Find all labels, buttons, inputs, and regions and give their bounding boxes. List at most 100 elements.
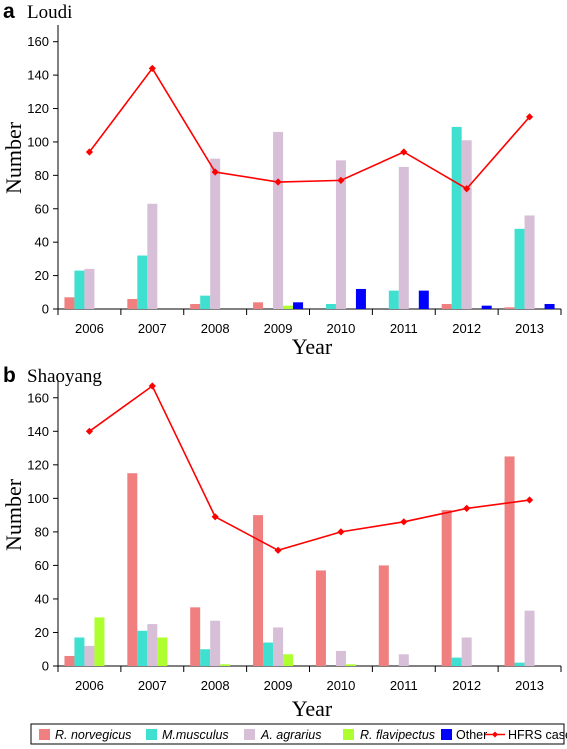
panel-b-hfrs-point-2010 bbox=[337, 528, 345, 536]
panel-b-bar-a-agrarius-2008 bbox=[210, 620, 221, 666]
panel-a-plot-area: 0 20 40 60 80 100 120 140 160 2006 2007 2008 2009 201… bbox=[27, 25, 562, 336]
panel-a-bar-a-agrarius-2011 bbox=[398, 167, 409, 309]
panel-b-hfrs-point-2013 bbox=[525, 496, 534, 504]
panel-a-bar-other-2013 bbox=[544, 303, 555, 309]
panel-b-bar-a-agrarius-2013 bbox=[524, 610, 535, 666]
panel-b-y-tick-label: 80 bbox=[35, 524, 49, 539]
panel-a-bar-r-norvegicus-2006 bbox=[64, 297, 75, 309]
panel-b-bar-r-flavipectus-2007 bbox=[157, 637, 168, 666]
panel-a-hfrs-point-2008 bbox=[211, 168, 219, 176]
legend: R. norvegicus M.musculus A. agrarius R. fla… bbox=[30, 723, 567, 745]
panel-b-y-tick-label: 40 bbox=[35, 591, 49, 606]
panel-a-bar-a-agrarius-2007 bbox=[147, 203, 158, 309]
panel-a-bar-m-musculus-2013 bbox=[514, 228, 525, 309]
panel-a-y-tick-label: 120 bbox=[27, 101, 49, 116]
panel-b-bar-r-norvegicus-2012 bbox=[441, 510, 452, 666]
panel-a-bar-m-musculus-2006 bbox=[74, 270, 85, 309]
panel-b-bar-r-norvegicus-2007 bbox=[127, 473, 138, 666]
legend-label-r-norvegicus: R. norvegicus bbox=[55, 728, 131, 742]
panel-b-bar-r-flavipectus-2008 bbox=[220, 664, 231, 666]
panel-a-y-axis-label: Number bbox=[1, 121, 26, 194]
panel-a-bar-a-agrarius-2008 bbox=[210, 158, 221, 309]
panel-a-bar-r-norvegicus-2012 bbox=[441, 303, 452, 309]
panel-b-bar-r-norvegicus-2013 bbox=[504, 456, 515, 666]
legend-label-other: Other bbox=[456, 728, 487, 742]
panel-b-bar-a-agrarius-2011 bbox=[398, 654, 409, 666]
panel-a-y-tick-label: 80 bbox=[35, 168, 49, 183]
panel-a-bar-m-musculus-2007 bbox=[137, 255, 148, 309]
panel-a-y-tick-label: 20 bbox=[35, 268, 49, 283]
panel-b-hfrs-point-2007 bbox=[148, 382, 156, 390]
legend-label-a-agrarius: A. agrarius bbox=[260, 728, 321, 742]
panel-b-bar-r-norvegicus-2008 bbox=[190, 607, 201, 666]
panel-a-hfrs-point-2006 bbox=[85, 148, 94, 156]
panel-b-bar-a-agrarius-2012 bbox=[461, 637, 472, 666]
panel-b-y-tick-label: 140 bbox=[27, 424, 49, 439]
panel-a-bar-other-2012 bbox=[481, 305, 492, 309]
panel-b-x-tick-label-2010: 2010 bbox=[326, 678, 355, 693]
panel-b-y-tick-label: 20 bbox=[35, 625, 49, 640]
panel-a-y-tick-label: 160 bbox=[27, 34, 49, 49]
panel-a-bar-m-musculus-2011 bbox=[388, 290, 399, 309]
panel-b-bar-a-agrarius-2009 bbox=[273, 627, 284, 666]
panel-b-hfrs-point-2012 bbox=[463, 504, 471, 513]
panel-a-bar-r-norvegicus-2009 bbox=[253, 302, 264, 309]
legend-swatch-a-agrarius bbox=[244, 729, 255, 740]
panel-b-bar-a-agrarius-2010 bbox=[335, 650, 346, 666]
panel-b-letter: b bbox=[3, 364, 16, 387]
panel-b-x-tick-label-2013: 2013 bbox=[515, 678, 544, 693]
panel-b-y-tick-label: 60 bbox=[35, 558, 49, 573]
legend-swatch-r-norvegicus bbox=[39, 729, 50, 740]
panel-b-y-tick-label: 120 bbox=[27, 457, 49, 472]
panel-a-x-tick-label-2011: 2011 bbox=[390, 321, 418, 336]
panel-b-bar-m-musculus-2008 bbox=[200, 649, 211, 666]
panel-b-hfrs-point-2006 bbox=[85, 427, 94, 435]
panel-a-x-tick-label-2009: 2009 bbox=[264, 321, 293, 336]
legend-label-m-musculus: M.musculus bbox=[162, 728, 229, 742]
panel-a-bar-r-norvegicus-2013 bbox=[504, 307, 515, 309]
panel-a-hfrs-point-2011 bbox=[400, 148, 408, 156]
panel-a-bar-a-agrarius-2012 bbox=[461, 140, 472, 309]
legend-swatch-m-musculus bbox=[146, 729, 157, 740]
panel-b-x-tick-label-2007: 2007 bbox=[138, 678, 167, 693]
panel-b-x-axis-label: Year bbox=[292, 696, 333, 721]
panel-a-letter: a bbox=[3, 0, 15, 23]
panel-a-bar-m-musculus-2010 bbox=[325, 303, 336, 309]
panel-b-plot-area: 0 20 40 60 80 100 120 140 160 2006 2007 2008 2009 201… bbox=[27, 381, 562, 693]
panel-b-bar-r-flavipectus-2009 bbox=[283, 654, 294, 666]
panel-a-bar-a-agrarius-2010 bbox=[335, 160, 346, 309]
panel-b-y-axis-label: Number bbox=[1, 478, 26, 551]
panel-b-bar-m-musculus-2006 bbox=[74, 637, 85, 666]
legend-label-hfrs-cases: HFRS cases bbox=[508, 728, 567, 742]
panel-a-hfrs-line bbox=[88, 67, 531, 190]
panel-a-bar-m-musculus-2012 bbox=[451, 126, 462, 309]
panel-a-title: Loudi bbox=[27, 2, 72, 23]
panel-b-hfrs-point-2011 bbox=[400, 518, 408, 526]
panel-a-y-tick-label: 60 bbox=[35, 201, 49, 216]
panel-b-bar-m-musculus-2012 bbox=[451, 657, 462, 666]
panel-a-hfrs-point-2013 bbox=[525, 113, 534, 121]
panel-b-bar-a-agrarius-2007 bbox=[147, 624, 158, 666]
panel-b-bar-r-flavipectus-2010 bbox=[345, 664, 356, 666]
panel-b-shaoyang: b Shaoyang Number Year 0 20 40 60 80 100 120 14… bbox=[1, 364, 562, 721]
panel-b-bar-r-flavipectus-2006 bbox=[94, 617, 105, 666]
panel-a-x-axis-label: Year bbox=[292, 334, 333, 359]
panel-b-bar-r-norvegicus-2006 bbox=[64, 655, 75, 666]
legend-swatch-r-flavipectus bbox=[343, 729, 354, 740]
panel-a-bar-other-2011 bbox=[418, 290, 429, 309]
panel-b-hfrs-point-2009 bbox=[274, 546, 282, 554]
panel-b-bar-m-musculus-2007 bbox=[137, 630, 148, 666]
legend-swatch-marker bbox=[492, 731, 498, 738]
panel-a-y-tick-label: 100 bbox=[27, 134, 49, 149]
panel-a-bar-m-musculus-2008 bbox=[200, 295, 211, 309]
panel-b-x-tick-label-2009: 2009 bbox=[264, 678, 293, 693]
panel-b-x-tick-label-2006: 2006 bbox=[75, 678, 104, 693]
panel-a-x-tick-label-2010: 2010 bbox=[326, 321, 355, 336]
panel-a-bar-r-norvegicus-2007 bbox=[127, 298, 138, 309]
panel-b-y-tick-label: 0 bbox=[42, 659, 49, 674]
panel-a-y-tick-label: 40 bbox=[35, 235, 49, 250]
panel-a-bar-a-agrarius-2006 bbox=[84, 268, 95, 309]
panel-a-bar-r-flavipectus-2009 bbox=[283, 305, 294, 309]
panel-a-bar-other-2010 bbox=[355, 288, 366, 309]
